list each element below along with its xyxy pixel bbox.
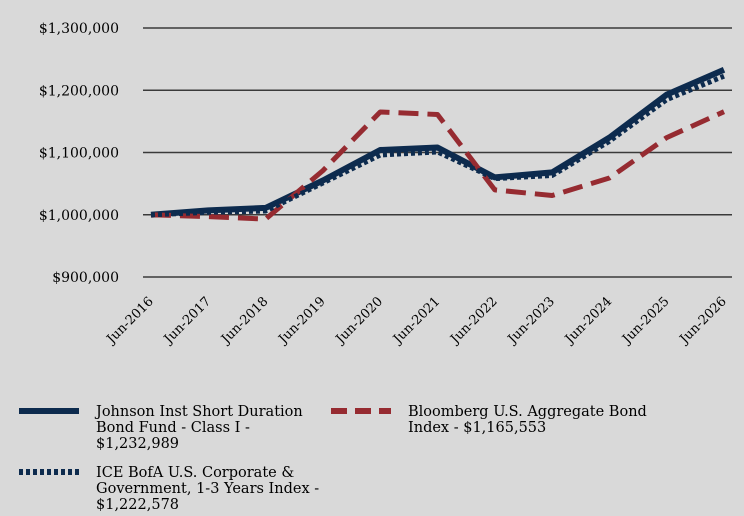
legend-swatch-dashed (331, 408, 391, 414)
y-tick-label: $1,300,000 (39, 21, 119, 37)
legend-swatch-solid (19, 408, 79, 414)
y-tick-label: $900,000 (52, 270, 119, 286)
y-tick-label: $1,200,000 (39, 83, 119, 99)
series-line-bloomberg-index (150, 109, 726, 222)
x-tick-label: Jun-2018 (217, 294, 271, 348)
y-axis-tick-labels: $900,000 $1,000,000 $1,100,000 $1,200,000 $1… (39, 21, 119, 286)
x-axis-tick-labels: Jun-2016 Jun-2017 Jun-2018 Jun-2019 Jun-2020… (103, 294, 730, 348)
series-lines (150, 66, 726, 222)
x-tick-label: Jun-2017 (160, 294, 214, 348)
x-tick-label: Jun-2016 (103, 294, 157, 348)
x-tick-label: Jun-2026 (676, 294, 730, 348)
legend-label-johnson-fund: Johnson Inst Short Duration Bond Fund - … (96, 404, 303, 452)
legend-swatch-dotted (19, 469, 79, 475)
legend-label-bloomberg-index: Bloomberg U.S. Aggregate Bond Index - $1… (408, 404, 647, 436)
x-tick-label: Jun-2022 (447, 294, 501, 348)
x-tick-label: Jun-2025 (618, 294, 672, 348)
y-tick-label: $1,100,000 (39, 146, 119, 162)
legend-label-ice-bofa-index: ICE BofA U.S. Corporate & Government, 1-… (96, 465, 320, 513)
x-tick-label: Jun-2024 (561, 294, 615, 348)
x-tick-label: Jun-2020 (332, 294, 386, 348)
x-tick-label: Jun-2021 (389, 294, 443, 348)
line-chart: $900,000 $1,000,000 $1,100,000 $1,200,000 $1… (39, 21, 732, 348)
series-line-johnson-fund (150, 66, 726, 218)
y-tick-label: $1,000,000 (39, 208, 119, 224)
gridlines (143, 27, 732, 278)
x-tick-label: Jun-2019 (275, 294, 329, 348)
legend: Johnson Inst Short Duration Bond Fund - … (0, 400, 744, 516)
x-tick-label: Jun-2023 (504, 294, 558, 348)
